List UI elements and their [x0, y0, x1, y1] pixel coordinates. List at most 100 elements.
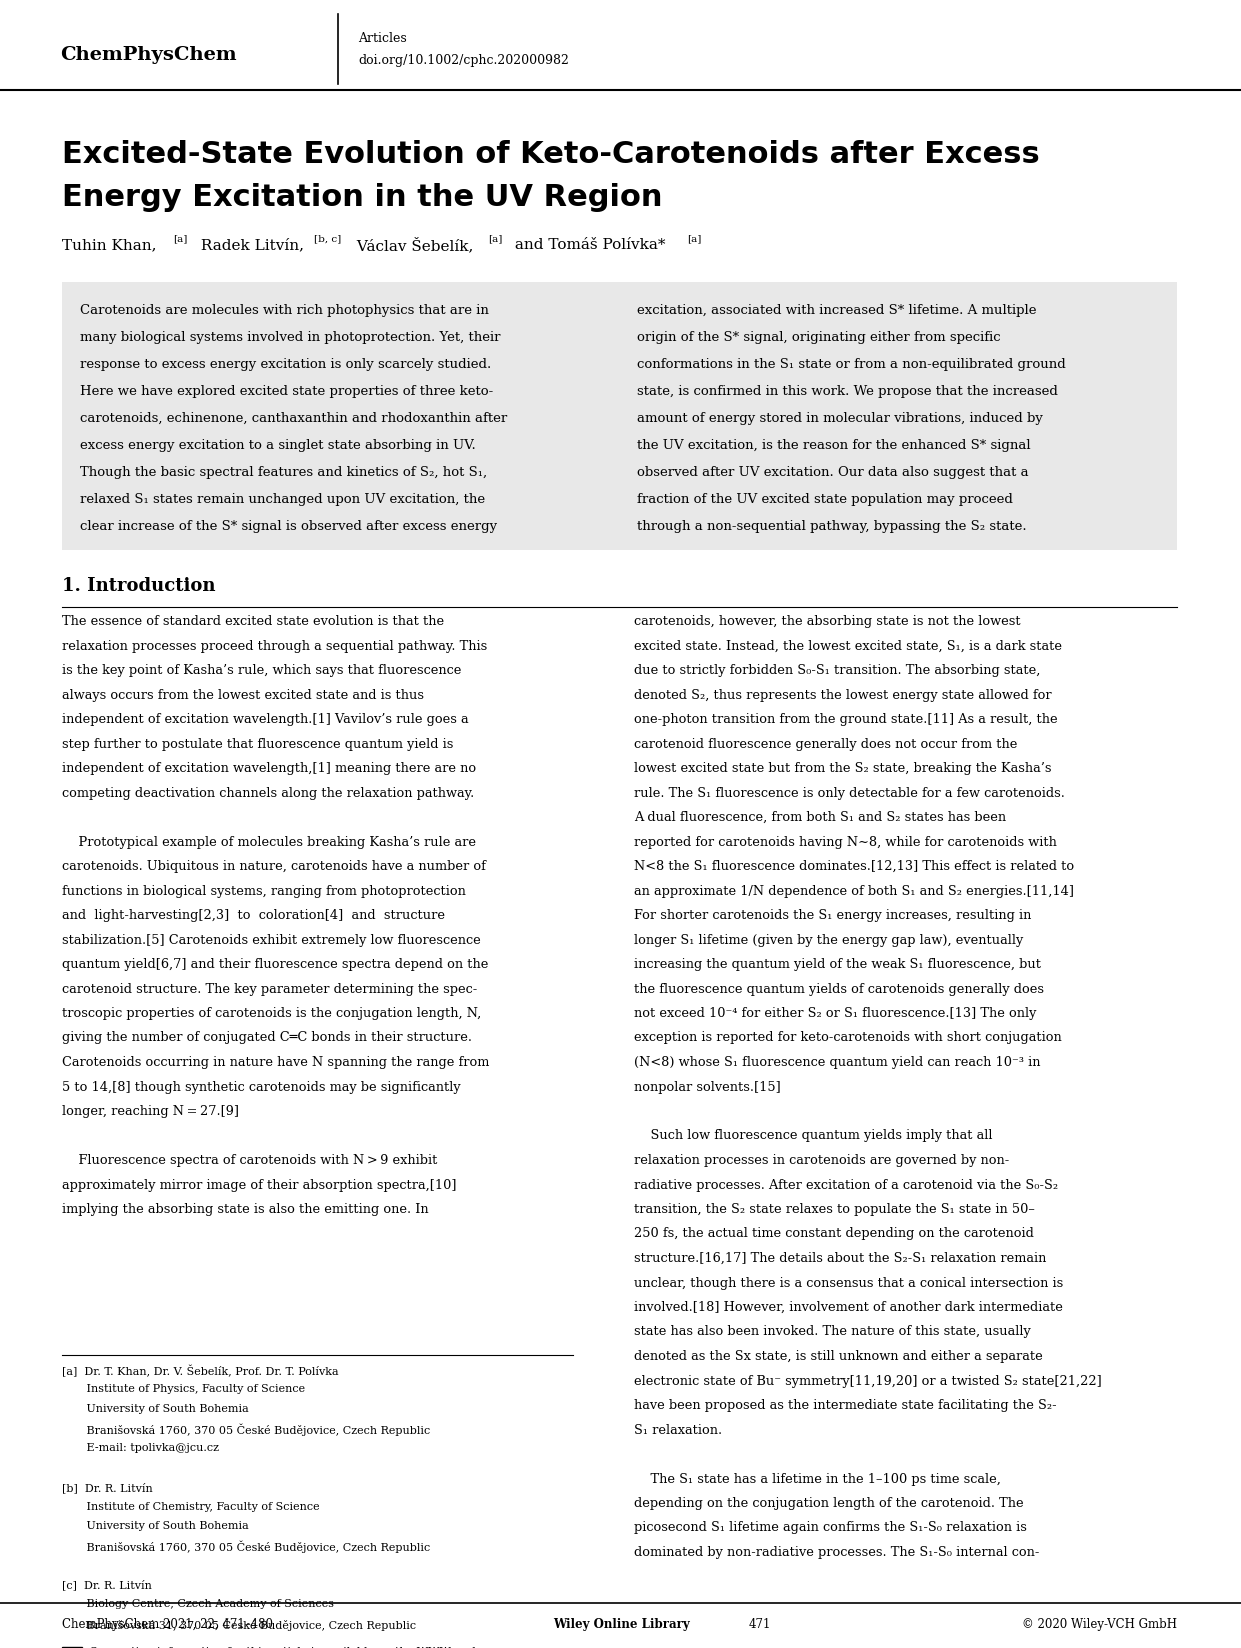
Text: depending on the conjugation length of the carotenoid. The: depending on the conjugation length of t…: [634, 1496, 1024, 1510]
Text: transition, the S₂ state relaxes to populate the S₁ state in 50–: transition, the S₂ state relaxes to popu…: [634, 1203, 1035, 1216]
Text: lowest excited state but from the S₂ state, breaking the Kasha’s: lowest excited state but from the S₂ sta…: [634, 761, 1051, 775]
Text: is the key point of Kasha’s rule, which says that fluorescence: is the key point of Kasha’s rule, which …: [62, 664, 462, 677]
Text: [b]  Dr. R. Litvín: [b] Dr. R. Litvín: [62, 1482, 153, 1493]
Text: carotenoids. Ubiquitous in nature, carotenoids have a number of: carotenoids. Ubiquitous in nature, carot…: [62, 860, 486, 873]
Text: carotenoid fluorescence generally does not occur from the: carotenoid fluorescence generally does n…: [634, 738, 1018, 750]
Text: Here we have explored excited state properties of three keto-: Here we have explored excited state prop…: [79, 386, 493, 399]
Text: (N<8) whose S₁ fluorescence quantum yield can reach 10⁻³ in: (N<8) whose S₁ fluorescence quantum yiel…: [634, 1056, 1040, 1070]
Text: many biological systems involved in photoprotection. Yet, their: many biological systems involved in phot…: [79, 331, 500, 344]
Text: state has also been invoked. The nature of this state, usually: state has also been invoked. The nature …: [634, 1325, 1031, 1338]
Text: [a]: [a]: [172, 234, 187, 242]
Text: nonpolar solvents.[15]: nonpolar solvents.[15]: [634, 1081, 781, 1094]
Text: denoted as the Sx state, is still unknown and either a separate: denoted as the Sx state, is still unknow…: [634, 1350, 1042, 1363]
Text: For shorter carotenoids the S₁ energy increases, resulting in: For shorter carotenoids the S₁ energy in…: [634, 910, 1031, 921]
Text: doi.org/10.1002/cphc.202000982: doi.org/10.1002/cphc.202000982: [357, 53, 568, 66]
Text: Carotenoids occurring in nature have N spanning the range from: Carotenoids occurring in nature have N s…: [62, 1056, 489, 1070]
Text: © 2020 Wiley-VCH GmbH: © 2020 Wiley-VCH GmbH: [1023, 1618, 1176, 1632]
Text: reported for carotenoids having N∼8, while for carotenoids with: reported for carotenoids having N∼8, whi…: [634, 836, 1057, 849]
Text: ChemPhysChem: ChemPhysChem: [60, 46, 237, 64]
Text: independent of excitation wavelength,[1] meaning there are no: independent of excitation wavelength,[1]…: [62, 761, 477, 775]
Text: amount of energy stored in molecular vibrations, induced by: amount of energy stored in molecular vib…: [637, 412, 1042, 425]
Text: independent of excitation wavelength.[1] Vavilov’s rule goes a: independent of excitation wavelength.[1]…: [62, 714, 469, 727]
Text: carotenoid structure. The key parameter determining the spec-: carotenoid structure. The key parameter …: [62, 982, 478, 995]
Text: an approximate 1/N dependence of both S₁ and S₂ energies.[11,14]: an approximate 1/N dependence of both S₁…: [634, 885, 1073, 898]
Text: Such low fluorescence quantum yields imply that all: Such low fluorescence quantum yields imp…: [634, 1129, 993, 1142]
Text: step further to postulate that fluorescence quantum yield is: step further to postulate that fluoresce…: [62, 738, 453, 750]
Text: [b, c]: [b, c]: [314, 234, 341, 242]
Text: not exceed 10⁻⁴ for either S₂ or S₁ fluorescence.[13] The only: not exceed 10⁻⁴ for either S₂ or S₁ fluo…: [634, 1007, 1036, 1020]
Text: Prototypical example of molecules breaking Kasha’s rule are: Prototypical example of molecules breaki…: [62, 836, 477, 849]
Text: due to strictly forbidden S₀-S₁ transition. The absorbing state,: due to strictly forbidden S₀-S₁ transiti…: [634, 664, 1040, 677]
Text: Excited-State Evolution of Keto-Carotenoids after Excess: Excited-State Evolution of Keto-Caroteno…: [62, 140, 1040, 170]
Text: functions in biological systems, ranging from photoprotection: functions in biological systems, ranging…: [62, 885, 465, 898]
Text: longer, reaching N = 27.[9]: longer, reaching N = 27.[9]: [62, 1106, 240, 1117]
Text: E-mail: tpolivka@jcu.cz: E-mail: tpolivka@jcu.cz: [62, 1444, 218, 1454]
Text: Branišovská 1760, 370 05 České Budějovice, Czech Republic: Branišovská 1760, 370 05 České Budějovic…: [62, 1541, 431, 1552]
Text: 1. Introduction: 1. Introduction: [62, 577, 216, 595]
Text: competing deactivation channels along the relaxation pathway.: competing deactivation channels along th…: [62, 786, 474, 799]
Text: [a]: [a]: [488, 234, 503, 242]
Text: involved.[18] However, involvement of another dark intermediate: involved.[18] However, involvement of an…: [634, 1300, 1062, 1313]
Text: Václav Šebelík,: Václav Šebelík,: [352, 237, 473, 254]
Text: excess energy excitation to a singlet state absorbing in UV.: excess energy excitation to a singlet st…: [79, 438, 475, 452]
Text: Institute of Chemistry, Faculty of Science: Institute of Chemistry, Faculty of Scien…: [62, 1501, 320, 1511]
Text: Wiley Online Library: Wiley Online Library: [552, 1618, 689, 1632]
Text: ChemPhysChem 2021, 22, 471–480: ChemPhysChem 2021, 22, 471–480: [62, 1618, 273, 1632]
Text: N<8 the S₁ fluorescence dominates.[12,13] This effect is related to: N<8 the S₁ fluorescence dominates.[12,13…: [634, 860, 1075, 873]
Text: longer S₁ lifetime (given by the energy gap law), eventually: longer S₁ lifetime (given by the energy …: [634, 933, 1024, 946]
Text: The S₁ state has a lifetime in the 1–100 ps time scale,: The S₁ state has a lifetime in the 1–100…: [634, 1473, 1001, 1485]
Text: one-photon transition from the ground state.[11] As a result, the: one-photon transition from the ground st…: [634, 714, 1057, 727]
Text: relaxed S₁ states remain unchanged upon UV excitation, the: relaxed S₁ states remain unchanged upon …: [79, 493, 485, 506]
Text: state, is confirmed in this work. We propose that the increased: state, is confirmed in this work. We pro…: [637, 386, 1057, 399]
Text: troscopic properties of carotenoids is the conjugation length, N,: troscopic properties of carotenoids is t…: [62, 1007, 482, 1020]
Text: Articles: Articles: [357, 31, 407, 44]
Text: fraction of the UV excited state population may proceed: fraction of the UV excited state populat…: [637, 493, 1013, 506]
Text: S₁ relaxation.: S₁ relaxation.: [634, 1424, 722, 1437]
Text: and Tomáš Polívka*: and Tomáš Polívka*: [510, 237, 665, 252]
Text: origin of the S* signal, originating either from specific: origin of the S* signal, originating eit…: [637, 331, 1000, 344]
Text: Tuhin Khan,: Tuhin Khan,: [62, 237, 156, 252]
Text: rule. The S₁ fluorescence is only detectable for a few carotenoids.: rule. The S₁ fluorescence is only detect…: [634, 786, 1065, 799]
Text: [a]  Dr. T. Khan, Dr. V. Šebelík, Prof. Dr. T. Polívka: [a] Dr. T. Khan, Dr. V. Šebelík, Prof. D…: [62, 1365, 339, 1378]
Text: Branišovská 31, 370 05 České Budějovice, Czech Republic: Branišovská 31, 370 05 České Budějovice,…: [62, 1618, 416, 1632]
Text: the fluorescence quantum yields of carotenoids generally does: the fluorescence quantum yields of carot…: [634, 982, 1044, 995]
Text: through a non-sequential pathway, bypassing the S₂ state.: through a non-sequential pathway, bypass…: [637, 521, 1026, 532]
Text: 250 fs, the actual time constant depending on the carotenoid: 250 fs, the actual time constant dependi…: [634, 1228, 1034, 1241]
Text: Branišovská 1760, 370 05 České Budějovice, Czech Republic: Branišovská 1760, 370 05 České Budějovic…: [62, 1424, 431, 1435]
Text: carotenoids, echinenone, canthaxanthin and rhodoxanthin after: carotenoids, echinenone, canthaxanthin a…: [79, 412, 508, 425]
Text: Though the basic spectral features and kinetics of S₂, hot S₁,: Though the basic spectral features and k…: [79, 466, 488, 480]
Text: conformations in the S₁ state or from a non-equilibrated ground: conformations in the S₁ state or from a …: [637, 358, 1066, 371]
Text: the UV excitation, is the reason for the enhanced S* signal: the UV excitation, is the reason for the…: [637, 438, 1030, 452]
FancyBboxPatch shape: [62, 282, 1176, 550]
Text: giving the number of conjugated C═C bonds in their structure.: giving the number of conjugated C═C bond…: [62, 1032, 472, 1045]
Text: excitation, associated with increased S* lifetime. A multiple: excitation, associated with increased S*…: [637, 303, 1036, 316]
Text: increasing the quantum yield of the weak S₁ fluorescence, but: increasing the quantum yield of the weak…: [634, 957, 1041, 971]
Text: structure.[16,17] The details about the S₂-S₁ relaxation remain: structure.[16,17] The details about the …: [634, 1252, 1046, 1266]
Text: [c]  Dr. R. Litvín: [c] Dr. R. Litvín: [62, 1579, 151, 1590]
Text: 5 to 14,[8] though synthetic carotenoids may be significantly: 5 to 14,[8] though synthetic carotenoids…: [62, 1081, 460, 1094]
Text: Radek Litvín,: Radek Litvín,: [196, 237, 304, 252]
Text: implying the absorbing state is also the emitting one. In: implying the absorbing state is also the…: [62, 1203, 428, 1216]
Text: excited state. Instead, the lowest excited state, S₁, is a dark state: excited state. Instead, the lowest excit…: [634, 639, 1062, 653]
Text: relaxation processes in carotenoids are governed by non-: relaxation processes in carotenoids are …: [634, 1154, 1009, 1167]
Text: Fluorescence spectra of carotenoids with N > 9 exhibit: Fluorescence spectra of carotenoids with…: [62, 1154, 437, 1167]
Text: dominated by non-radiative processes. The S₁-S₀ internal con-: dominated by non-radiative processes. Th…: [634, 1546, 1040, 1559]
Text: Institute of Physics, Faculty of Science: Institute of Physics, Faculty of Science: [62, 1384, 305, 1394]
Text: denoted S₂, thus represents the lowest energy state allowed for: denoted S₂, thus represents the lowest e…: [634, 689, 1051, 702]
Text: picosecond S₁ lifetime again confirms the S₁-S₀ relaxation is: picosecond S₁ lifetime again confirms th…: [634, 1521, 1026, 1534]
Text: A dual fluorescence, from both S₁ and S₂ states has been: A dual fluorescence, from both S₁ and S₂…: [634, 811, 1006, 824]
Text: University of South Bohemia: University of South Bohemia: [62, 1521, 248, 1531]
Text: exception is reported for keto-carotenoids with short conjugation: exception is reported for keto-carotenoi…: [634, 1032, 1062, 1045]
Text: The essence of standard excited state evolution is that the: The essence of standard excited state ev…: [62, 615, 444, 628]
Text: unclear, though there is a consensus that a conical intersection is: unclear, though there is a consensus tha…: [634, 1277, 1064, 1289]
Text: observed after UV excitation. Our data also suggest that a: observed after UV excitation. Our data a…: [637, 466, 1029, 480]
Text: response to excess energy excitation is only scarcely studied.: response to excess energy excitation is …: [79, 358, 491, 371]
Text: relaxation processes proceed through a sequential pathway. This: relaxation processes proceed through a s…: [62, 639, 488, 653]
Text: stabilization.[5] Carotenoids exhibit extremely low fluorescence: stabilization.[5] Carotenoids exhibit ex…: [62, 933, 480, 946]
Text: radiative processes. After excitation of a carotenoid via the S₀-S₂: radiative processes. After excitation of…: [634, 1178, 1059, 1192]
Text: carotenoids, however, the absorbing state is not the lowest: carotenoids, however, the absorbing stat…: [634, 615, 1020, 628]
Text: always occurs from the lowest excited state and is thus: always occurs from the lowest excited st…: [62, 689, 424, 702]
Text: [a]: [a]: [688, 234, 701, 242]
Text: Energy Excitation in the UV Region: Energy Excitation in the UV Region: [62, 183, 663, 213]
Text: quantum yield[6,7] and their fluorescence spectra depend on the: quantum yield[6,7] and their fluorescenc…: [62, 957, 489, 971]
